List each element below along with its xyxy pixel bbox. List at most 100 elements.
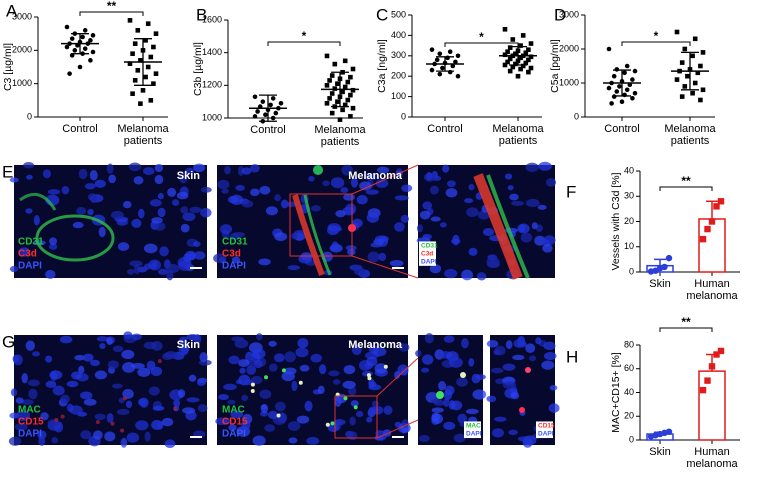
nucleus [180, 206, 189, 214]
nucleus [60, 394, 70, 404]
data-point [502, 26, 508, 32]
y-tick-label: 20 [624, 216, 634, 226]
nucleus [366, 356, 378, 367]
nucleus [504, 173, 513, 180]
data-point [507, 45, 513, 50]
nucleus [448, 357, 463, 368]
nucleus [317, 385, 325, 395]
data-point [617, 84, 622, 89]
nucleus [148, 259, 162, 271]
nucleus [199, 352, 208, 363]
nucleus [51, 437, 59, 444]
image-title: Melanoma [348, 339, 403, 351]
data-point [679, 94, 685, 99]
data-point [622, 70, 627, 76]
nucleus [350, 400, 359, 407]
data-point [665, 254, 673, 262]
nucleus [452, 234, 460, 246]
cell [353, 405, 358, 410]
nucleus [287, 421, 301, 432]
significance-label: ** [681, 315, 691, 329]
nucleus [368, 406, 379, 414]
nucleus [343, 193, 355, 201]
nucleus [76, 207, 87, 215]
nucleus [288, 437, 298, 444]
micrograph [418, 165, 555, 278]
data-point [252, 114, 258, 119]
data-point [674, 77, 680, 82]
nucleus [260, 403, 268, 414]
nucleus [429, 185, 439, 195]
nucleus [228, 424, 237, 431]
nucleus [310, 205, 321, 212]
data-point [151, 81, 156, 86]
nucleus [374, 363, 388, 374]
data-point [345, 79, 351, 85]
channel-label: CD31 [421, 243, 438, 250]
nucleus [99, 342, 106, 350]
nucleus [94, 179, 106, 188]
nucleus [121, 349, 135, 360]
nucleus [153, 221, 166, 231]
nucleus [194, 251, 206, 260]
nucleus [232, 231, 245, 238]
nucleus [45, 355, 53, 363]
y-tick-label: 40 [624, 387, 634, 397]
data-point [345, 97, 351, 103]
nucleus [347, 248, 356, 256]
cell [383, 364, 388, 369]
y-tick-label: 30 [624, 191, 634, 201]
nucleus [299, 364, 310, 372]
nucleus [235, 184, 245, 192]
nucleus [123, 331, 133, 339]
nucleus [196, 379, 206, 386]
nucleus [184, 167, 194, 175]
data-point [526, 57, 531, 63]
nucleus [512, 354, 525, 361]
nucleus [178, 345, 189, 356]
nucleus [430, 216, 441, 222]
y-tick-label: 60 [624, 363, 634, 373]
nucleus [26, 174, 33, 180]
nucleus [28, 388, 38, 400]
nucleus [173, 399, 181, 408]
nucleus [486, 257, 500, 268]
nucleus [541, 360, 555, 370]
nucleus [398, 343, 410, 352]
cell [120, 428, 125, 433]
nucleus [401, 184, 413, 193]
nucleus [241, 167, 252, 175]
nucleus [429, 264, 442, 274]
nucleus [250, 375, 263, 385]
zoom-line [376, 357, 419, 397]
nucleus [110, 210, 124, 220]
nucleus [157, 192, 164, 200]
nucleus [176, 191, 189, 200]
data-point [699, 386, 707, 394]
data-point [523, 50, 529, 56]
nucleus [453, 433, 466, 443]
cell [60, 414, 65, 419]
nucleus [93, 430, 103, 440]
x-tick-label-box: Human melanoma [686, 278, 737, 302]
data-point [340, 89, 345, 95]
data-point [130, 91, 135, 96]
nucleus [537, 204, 547, 210]
data-point [335, 99, 340, 104]
nucleus [137, 208, 145, 219]
nucleus [80, 391, 93, 400]
nucleus [471, 373, 481, 384]
data-point [502, 62, 508, 68]
image-title: Skin [177, 170, 201, 182]
channel-label: C3d [222, 249, 241, 260]
nucleus [378, 252, 387, 262]
error-bar [259, 94, 277, 122]
nucleus [9, 177, 19, 183]
nucleus [318, 364, 327, 375]
nucleus [542, 243, 553, 253]
data-point [82, 46, 88, 51]
nucleus [40, 412, 49, 421]
data-point [140, 88, 146, 93]
nucleus [238, 359, 250, 368]
